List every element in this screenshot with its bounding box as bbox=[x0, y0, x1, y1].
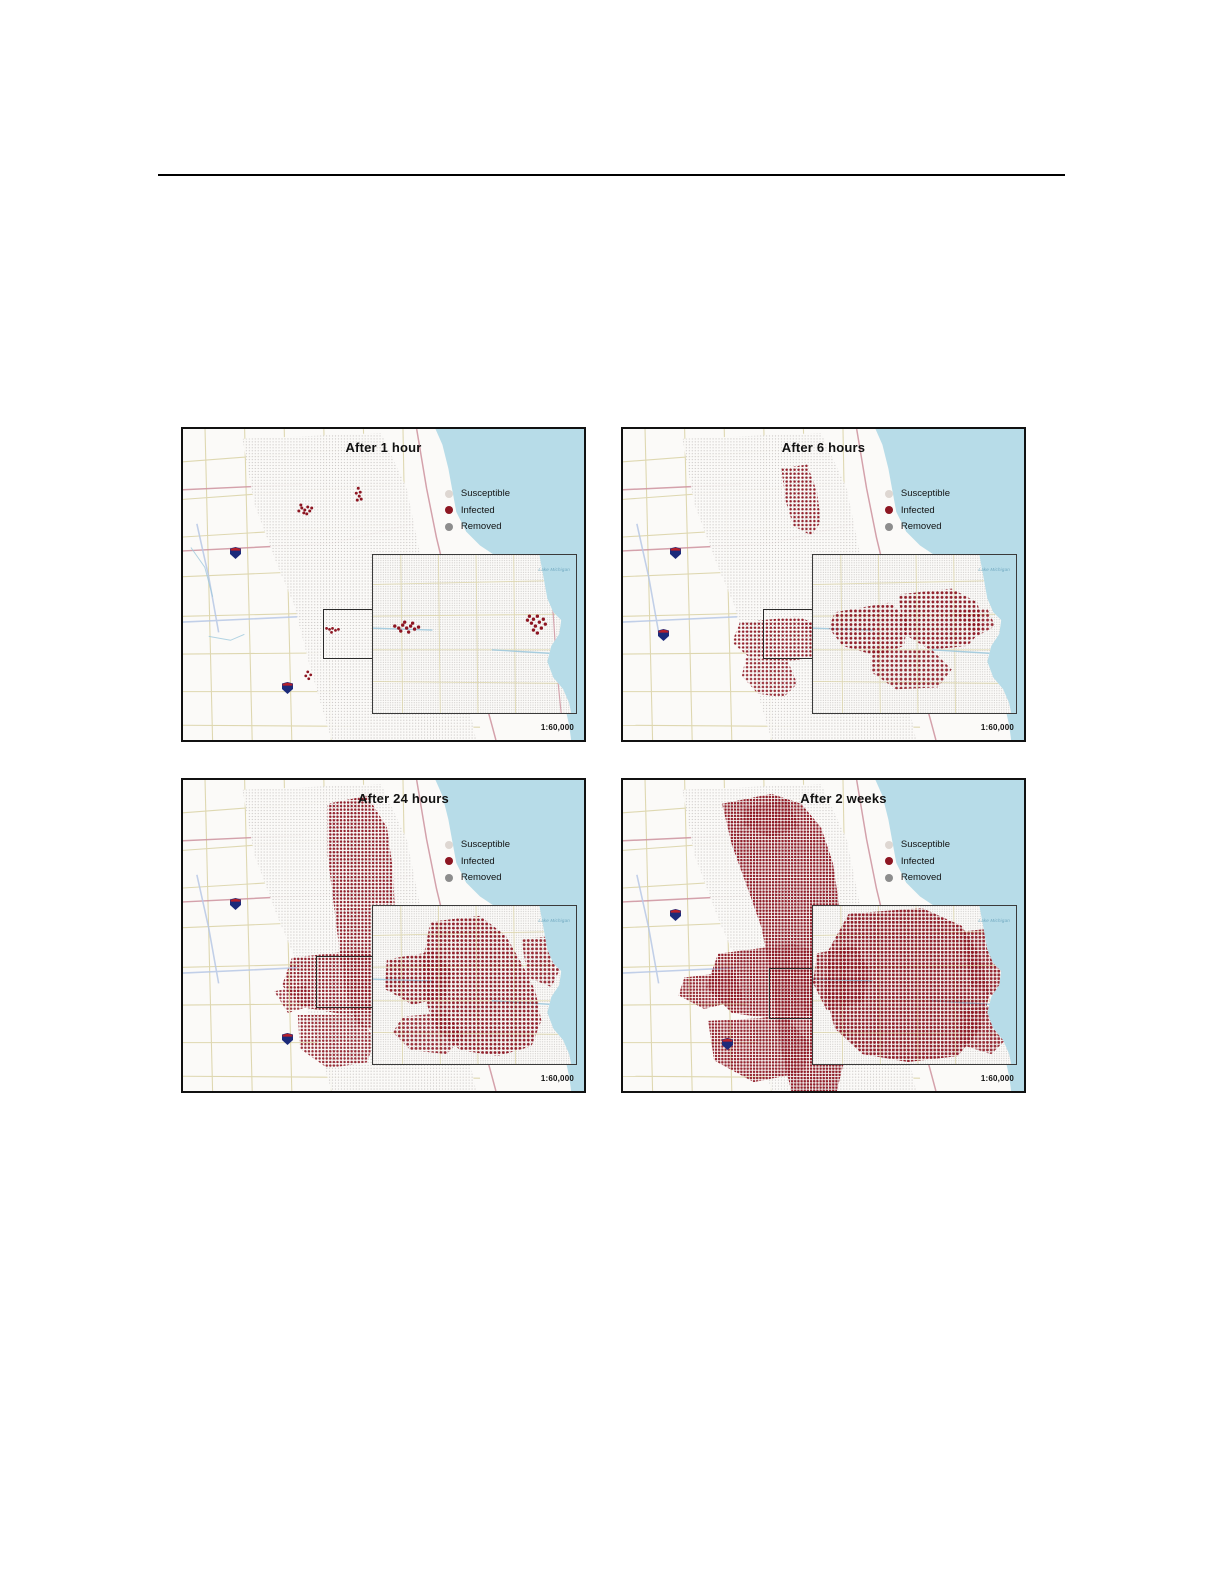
legend-row-infected: Infected bbox=[884, 504, 950, 516]
legend-label: Removed bbox=[460, 872, 502, 883]
legend-row-removed: Removed bbox=[884, 872, 950, 883]
legend-label: Infected bbox=[900, 504, 935, 516]
legend-row-removed: Removed bbox=[444, 872, 510, 883]
legend: Susceptible Infected Removed bbox=[884, 488, 950, 539]
infected-swatch-icon bbox=[884, 857, 893, 866]
susceptible-swatch-icon bbox=[444, 840, 453, 849]
legend-row-infected: Infected bbox=[444, 855, 510, 867]
susceptible-swatch-icon bbox=[884, 489, 893, 498]
interstate-shield-icon bbox=[282, 1033, 293, 1045]
map-panel-after-24-hours[interactable]: After 24 hours Susceptible Infected Remo… bbox=[181, 778, 586, 1093]
legend-row-susceptible: Susceptible bbox=[884, 488, 950, 499]
legend-row-susceptible: Susceptible bbox=[444, 488, 510, 499]
inset-lake-label: Lake Michigan bbox=[978, 567, 1010, 572]
inset-lake-label: Lake Michigan bbox=[538, 918, 570, 923]
map-scale-text: 1:60,000 bbox=[980, 723, 1014, 732]
interstate-shield-icon bbox=[722, 1038, 733, 1050]
susceptible-swatch-icon bbox=[884, 840, 893, 849]
susceptible-swatch-icon bbox=[444, 489, 453, 498]
legend-label: Susceptible bbox=[460, 488, 510, 499]
interstate-shield-icon bbox=[230, 547, 241, 559]
map-scale-text: 1:60,000 bbox=[980, 1074, 1014, 1083]
interstate-shield-icon bbox=[282, 682, 293, 694]
inset-detail-map[interactable]: Lake Michigan bbox=[812, 554, 1017, 714]
header-divider bbox=[158, 174, 1065, 176]
inset-detail-map[interactable]: Lake Michigan bbox=[372, 554, 577, 714]
removed-swatch-icon bbox=[444, 873, 453, 882]
map-panel-after-6-hours[interactable]: After 6 hours Susceptible Infected Remov… bbox=[621, 427, 1026, 742]
legend-row-removed: Removed bbox=[444, 521, 510, 532]
removed-swatch-icon bbox=[884, 522, 893, 531]
inset-detail-map[interactable]: Lake Michigan bbox=[812, 905, 1017, 1065]
inset-detail-map[interactable]: Lake Michigan bbox=[372, 905, 577, 1065]
map-scale-text: 1:60,000 bbox=[540, 1074, 574, 1083]
legend-label: Susceptible bbox=[460, 839, 510, 850]
interstate-shield-icon bbox=[658, 629, 669, 641]
removed-swatch-icon bbox=[444, 522, 453, 531]
legend-label: Susceptible bbox=[900, 839, 950, 850]
legend: Susceptible Infected Removed bbox=[444, 839, 510, 890]
infected-swatch-icon bbox=[884, 506, 893, 515]
removed-swatch-icon bbox=[884, 873, 893, 882]
legend-label: Infected bbox=[460, 855, 495, 867]
legend-label: Removed bbox=[900, 521, 942, 532]
infected-swatch-icon bbox=[444, 506, 453, 515]
legend-label: Removed bbox=[460, 521, 502, 532]
interstate-shield-icon bbox=[230, 898, 241, 910]
inset-lake-label: Lake Michigan bbox=[538, 567, 570, 572]
map-panel-after-2-weeks[interactable]: After 2 weeks Susceptible Infected Remov… bbox=[621, 778, 1026, 1093]
map-panel-after-1-hour[interactable]: After 1 hour Susceptible Infected Remove… bbox=[181, 427, 586, 742]
legend-row-susceptible: Susceptible bbox=[444, 839, 510, 850]
legend-row-susceptible: Susceptible bbox=[884, 839, 950, 850]
legend-label: Removed bbox=[900, 872, 942, 883]
legend-label: Infected bbox=[900, 855, 935, 867]
legend-row-removed: Removed bbox=[884, 521, 950, 532]
legend: Susceptible Infected Removed bbox=[444, 488, 510, 539]
legend-label: Infected bbox=[460, 504, 495, 516]
interstate-shield-icon bbox=[670, 909, 681, 921]
map-scale-text: 1:60,000 bbox=[540, 723, 574, 732]
interstate-shield-icon bbox=[670, 547, 681, 559]
inset-lake-label: Lake Michigan bbox=[978, 918, 1010, 923]
legend-row-infected: Infected bbox=[884, 855, 950, 867]
figure-panel-grid: After 1 hour Susceptible Infected Remove… bbox=[181, 427, 1026, 1094]
infected-swatch-icon bbox=[444, 857, 453, 866]
legend: Susceptible Infected Removed bbox=[884, 839, 950, 890]
legend-label: Susceptible bbox=[900, 488, 950, 499]
legend-row-infected: Infected bbox=[444, 504, 510, 516]
